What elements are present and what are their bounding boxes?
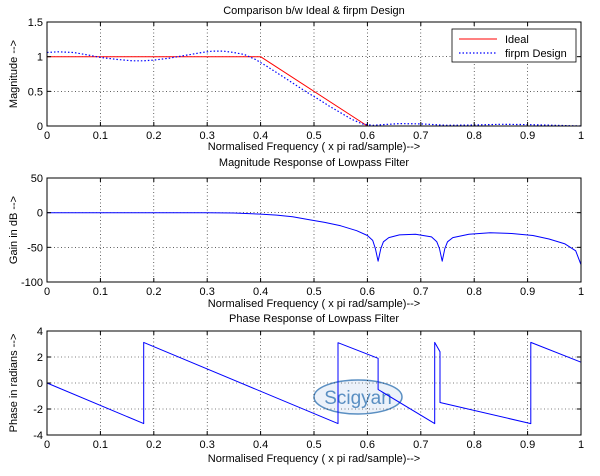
x-tick-label: 0.3 — [200, 130, 215, 142]
chart-magnitude-response: 0 0.1 0.2 0.3 0.4 0.5 0.6 0.7 0.8 0.9 1-100-50050 … — [8, 157, 584, 310]
y-tick-label: -4 — [33, 430, 43, 442]
y-axis-label: Phase in radians --> — [8, 334, 20, 433]
x-tick-label: 0.1 — [93, 439, 108, 451]
x-tick-label: 0.4 — [253, 130, 268, 142]
x-tick-label: 0.9 — [520, 439, 535, 451]
x-tick-label: 0 — [44, 130, 50, 142]
x-tick-label: 0.8 — [467, 439, 482, 451]
y-tick-label: -100 — [21, 277, 43, 289]
x-tick-label: 0.2 — [146, 439, 161, 451]
x-tick-label: 0.1 — [93, 130, 108, 142]
x-tick-label: 0.3 — [200, 286, 215, 298]
grid — [47, 331, 581, 435]
y-tick-label: 1.5 — [28, 17, 43, 29]
legend: Ideal firpm Design — [451, 28, 577, 63]
x-tick-label: 0.9 — [520, 286, 535, 298]
y-tick-label: 0 — [37, 121, 43, 133]
series-group — [47, 212, 582, 265]
series-line-ideal — [47, 56, 581, 127]
x-tick-label: 0.4 — [253, 439, 268, 451]
x-tick-label: 0.5 — [306, 286, 321, 298]
x-tick-label: 0.6 — [360, 286, 375, 298]
y-tick-label: 4 — [37, 326, 43, 338]
grid — [47, 178, 581, 282]
legend-box — [451, 28, 577, 63]
y-tick-label: 1 — [37, 52, 43, 64]
x-tick-label: 0.1 — [93, 286, 108, 298]
x-tick-label: 0.8 — [467, 130, 482, 142]
x-tick-label: 1 — [578, 439, 584, 451]
ticks: 0 0.1 0.2 0.3 0.4 0.5 0.6 0.7 0.8 0.9 1 -4 -2 0 2 4 — [33, 326, 584, 451]
x-tick-label: 0.7 — [413, 130, 428, 142]
x-tick-label: 0.8 — [467, 286, 482, 298]
x-tick-label: 0.7 — [413, 286, 428, 298]
ticks: 0 0.1 0.2 0.3 0.4 0.5 0.6 0.7 0.8 0.9 1 -100 -50 0 50 — [21, 173, 584, 298]
x-tick-label: 0.5 — [306, 130, 321, 142]
x-tick-label: 0.4 — [253, 286, 268, 298]
legend-label-ideal: Ideal — [505, 34, 529, 46]
y-axis-label: Magnitude --> — [8, 40, 20, 108]
x-tick-label: 0.6 — [360, 130, 375, 142]
x-tick-label: 0.7 — [413, 439, 428, 451]
x-tick-label: 0.2 — [146, 286, 161, 298]
chart-magnitude-comparison: 0 0.1 0.2 0.3 0.4 0.5 0.6 0.7 0.8 0.9 1 0 0.5 1 1.5 Co… — [8, 5, 584, 153]
y-tick-label: 0.5 — [28, 86, 43, 98]
x-tick-label: 0.3 — [200, 439, 215, 451]
ticks: 0 0.1 0.2 0.3 0.4 0.5 0.6 0.7 0.8 0.9 1 0 0.5 1 1.5 — [28, 17, 584, 142]
y-tick-label: -2 — [33, 404, 43, 416]
x-tick-label: 0.6 — [360, 439, 375, 451]
chart-phase-response: 0 0.1 0.2 0.3 0.4 0.5 0.6 0.7 0.8 0.9 1 -4 -2 0 2 4 Pha… — [8, 313, 584, 465]
series-line-gain — [47, 212, 582, 265]
x-tick-label: 1 — [578, 286, 584, 298]
x-axis-label: Normalised Frequency ( x pi rad/sample)-… — [208, 453, 420, 465]
watermark-text: Scigyan — [324, 388, 392, 409]
x-tick-label: 0.9 — [520, 130, 535, 142]
watermark: Scigyan — [313, 379, 403, 415]
y-tick-label: 50 — [31, 173, 43, 185]
y-tick-label: -50 — [27, 242, 43, 254]
x-tick-label: 1 — [578, 130, 584, 142]
chart-title: Comparison b/w Ideal & firpm Design — [223, 5, 405, 17]
x-axis-label: Normalised Frequency ( x pi rad/sample)-… — [208, 141, 420, 153]
series-group — [46, 341, 582, 425]
chart-title: Magnitude Response of Lowpass Filter — [219, 157, 409, 169]
watermark-oval — [313, 379, 403, 415]
x-tick-label: 0 — [44, 439, 50, 451]
x-tick-label: 0 — [44, 286, 50, 298]
y-axis-label: Gain in dB --> — [8, 196, 20, 264]
x-tick-label: 0.2 — [146, 130, 161, 142]
x-axis-label: Normalised Frequency ( x pi rad/sample)-… — [208, 298, 420, 310]
x-tick-label: 0.5 — [306, 439, 321, 451]
y-tick-label: 2 — [37, 352, 43, 364]
legend-label-design: firpm Design — [505, 48, 567, 60]
series-line-phase — [46, 341, 582, 425]
y-tick-label: 0 — [37, 378, 43, 390]
y-tick-label: 0 — [37, 208, 43, 220]
chart-title: Phase Response of Lowpass Filter — [229, 313, 399, 325]
